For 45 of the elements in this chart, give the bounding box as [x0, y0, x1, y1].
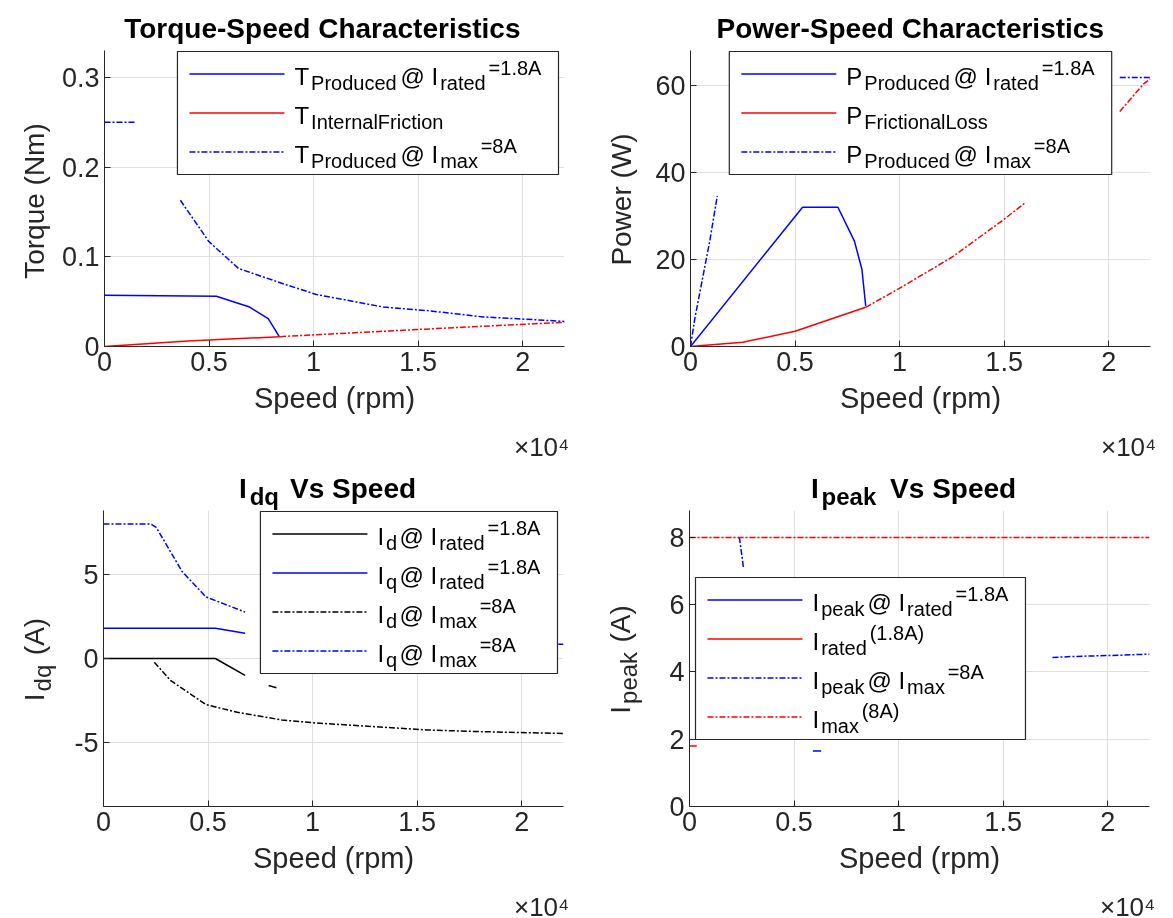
- x-tick-label: 0.5: [190, 346, 228, 377]
- y-axis-title: Idq (A): [19, 617, 57, 702]
- y-tick-label: 0.1: [61, 242, 100, 273]
- x-axis-title: Speed (rpm): [839, 381, 1002, 414]
- x-tick-label: 1: [305, 806, 321, 837]
- y-tick-label: 2: [669, 724, 685, 755]
- text: ×10⁴: [1100, 431, 1157, 462]
- y-tick-label: 8: [669, 522, 685, 553]
- y-tick-label: 0: [83, 644, 99, 674]
- x-axis-title: Speed (rpm): [838, 841, 1001, 874]
- text: ×10⁴: [1099, 891, 1156, 918]
- y-tick-label: 4: [669, 657, 685, 688]
- line-series: [103, 523, 246, 613]
- x-tick-label: 2: [1100, 806, 1116, 837]
- x-tick-label: 1: [892, 346, 908, 377]
- x-tick-label: 2: [514, 806, 530, 837]
- x-tick-label: 0.5: [189, 806, 227, 837]
- x-tick-label: 1.5: [985, 346, 1023, 377]
- y-tick-label: 60: [655, 70, 686, 101]
- x-tick-label: 2: [515, 346, 531, 377]
- x-tick-label: 1.5: [399, 346, 437, 377]
- x-tick-label: 1: [306, 346, 322, 377]
- text: ×10⁴: [513, 431, 570, 462]
- y-tick-label: 5: [83, 559, 99, 590]
- chart-title: Power-Speed Characteristics: [716, 13, 1104, 44]
- chart-title: Torque-Speed Characteristics: [124, 13, 521, 44]
- x-tick-label: 1: [891, 806, 907, 837]
- y-tick-label: 20: [655, 244, 686, 275]
- y-axis-title: Power (W): [606, 133, 637, 266]
- x-tick-label: 0.5: [775, 806, 813, 837]
- y-tick-label: -5: [74, 728, 99, 759]
- y-axis-title: Ipeak (A): [605, 605, 643, 714]
- x-tick-label: 1.5: [398, 806, 436, 837]
- y-tick-label: 0.3: [61, 62, 100, 93]
- x-axis-title: Speed (rpm): [252, 841, 415, 874]
- line-series: [104, 294, 281, 338]
- y-axis-title: Torque (Nm): [19, 123, 50, 279]
- x-tick-label: 0.5: [776, 346, 814, 377]
- y-tick-label: 0.2: [61, 152, 100, 183]
- x-tick-label: 2: [1101, 346, 1117, 377]
- x-axis-title: Speed (rpm): [253, 381, 416, 414]
- y-tick-label: 40: [655, 157, 686, 188]
- y-tick-label: 6: [669, 590, 685, 621]
- x-tick-label: 1.5: [984, 806, 1022, 837]
- text: ×10⁴: [513, 891, 570, 918]
